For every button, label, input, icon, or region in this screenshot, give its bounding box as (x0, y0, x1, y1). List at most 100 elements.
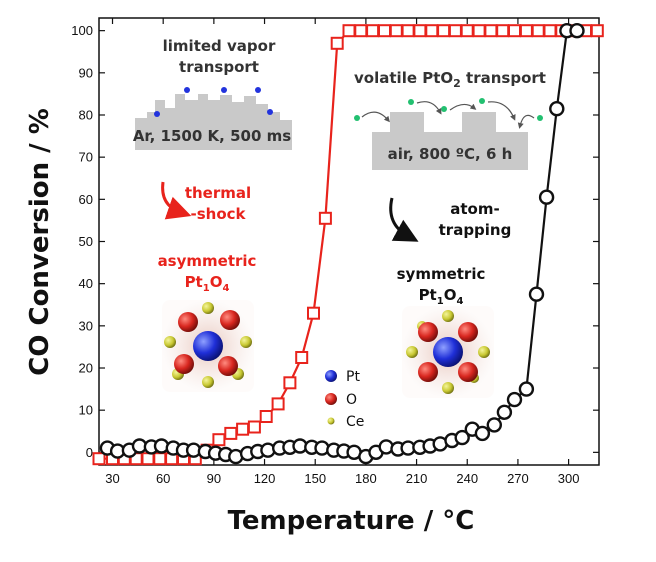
series-1-square-marker (247, 420, 261, 434)
y-tick-label: 80 (79, 107, 93, 122)
asymmetric-structure-illustration (162, 300, 254, 392)
pto2-molecule-dot (537, 115, 543, 121)
thermal-label: thermal (185, 184, 251, 202)
series-2-circle-marker (486, 417, 502, 433)
x-tick-label: 150 (304, 471, 326, 486)
symmetric-formula: Pt1O4 (419, 286, 464, 307)
series-1-square-marker (413, 24, 427, 38)
pto2-molecule-dot (354, 115, 360, 121)
legend-pt-label: Pt (346, 369, 360, 385)
pt-atom-dot (255, 87, 261, 93)
series-1-square-marker (389, 24, 403, 38)
atom-trapping-arrow (389, 197, 419, 242)
transport-arrow (449, 103, 477, 111)
limited-transport-inset: limited vapor transport Ar, 1500 K, 500 … (133, 37, 292, 150)
series-1-square-marker (92, 452, 106, 466)
x-tick-label: 120 (254, 471, 276, 486)
x-tick-label: 240 (456, 471, 478, 486)
series-2-circle-marker (518, 381, 535, 397)
series-1-square-marker (543, 24, 557, 38)
limited-label-line1: limited vapor (163, 37, 276, 55)
series-1-square-marker (236, 422, 250, 436)
x-axis-title: Temperature / °C (228, 506, 475, 536)
atom-label: atom- (450, 200, 499, 218)
asymmetric-formula: Pt1O4 (185, 273, 230, 294)
pto2-molecule-dot (479, 98, 485, 104)
series-1-square-marker (519, 24, 533, 38)
series-1-square-marker (590, 24, 604, 38)
legend-ce-label: Ce (346, 414, 364, 430)
legend-pt-marker (325, 370, 337, 382)
series-2-circle-marker (454, 429, 470, 446)
series-1-square-marker (330, 36, 344, 50)
pt-atom-dot (267, 109, 273, 115)
series-2-circle-marker (506, 391, 523, 408)
y-tick-label: 90 (79, 65, 93, 80)
limited-label-line2: transport (179, 58, 259, 76)
series-2-circle-marker (474, 425, 491, 442)
legend-o-label: O (346, 392, 357, 408)
data-series (92, 23, 604, 466)
series-2-circle-marker (549, 100, 565, 117)
y-tick-label: 10 (79, 403, 93, 418)
y-tick-label: 70 (79, 150, 93, 165)
series-2-circle-marker (538, 189, 555, 205)
limited-substrate (135, 94, 292, 150)
series-1-square-marker (460, 24, 474, 38)
series-1-square-marker (224, 426, 238, 440)
series-1-square-marker (448, 24, 462, 38)
series-1-square-marker (141, 452, 155, 466)
thermal-shock-arrow (161, 181, 192, 220)
pt-atom-dot (221, 87, 227, 93)
series-1-square-marker (378, 24, 391, 38)
volatile-label: volatile PtO2 transport (354, 69, 546, 90)
transport-arrow (416, 101, 442, 115)
pto2-molecule-dot (408, 99, 414, 105)
asymmetric-label: asymmetric (158, 252, 257, 270)
y-tick-label: 50 (79, 234, 93, 249)
series-1-square-marker (295, 351, 309, 364)
y-tick-label: 60 (79, 192, 93, 207)
series-1-square-marker (531, 24, 545, 38)
transport-arrow (487, 101, 516, 121)
series-1-square-marker (401, 24, 415, 38)
series-1-square-marker (437, 24, 451, 38)
pto2-molecule-dot (441, 106, 447, 112)
y-tick-label: 0 (86, 445, 93, 460)
y-tick-label: 40 (79, 276, 93, 291)
series-1-square-marker (283, 376, 297, 390)
pt-atom-dot (184, 87, 190, 93)
shock-label: -shock (190, 205, 246, 223)
ar-conditions-label: Ar, 1500 K, 500 ms (133, 127, 291, 145)
series-1-square-marker (425, 24, 439, 38)
series-1-square-marker (153, 452, 167, 466)
x-tick-label: 270 (507, 471, 529, 486)
symmetric-label: symmetric (397, 265, 486, 283)
transport-arrow (517, 114, 535, 129)
legend-ce-marker (327, 417, 335, 425)
series-2-circle-marker (496, 404, 513, 420)
volatile-substrate (372, 112, 528, 170)
series-1-square-marker (259, 410, 273, 423)
legend: Pt O Ce (325, 369, 364, 430)
legend-o-marker (325, 393, 337, 405)
y-tick-label: 30 (79, 318, 93, 333)
x-tick-label: 300 (558, 471, 580, 486)
x-tick-label: 180 (355, 471, 377, 486)
pt-atom-dot (154, 111, 160, 117)
y-tick-label: 100 (71, 23, 93, 38)
series-1-square-marker (271, 397, 285, 411)
series-1-square-marker (342, 24, 356, 38)
series-2-circle-marker (528, 286, 545, 302)
trapping-label: trapping (439, 221, 512, 239)
series-2-circle-marker (569, 23, 585, 39)
x-tick-label: 90 (207, 471, 221, 486)
series-1-square-marker (307, 306, 320, 320)
series-1-square-marker (212, 433, 226, 447)
x-tick-label: 30 (105, 471, 119, 486)
axes: 30 60 90 120 150 180 210 240 270 300 0 10 20 30 40 50 60… (71, 18, 599, 486)
series-1-square-marker (472, 24, 486, 38)
volatile-transport-inset: volatile PtO2 transport air, 800 ºC, 6 h (354, 69, 546, 170)
air-conditions-label: air, 800 ºC, 6 h (388, 145, 513, 163)
